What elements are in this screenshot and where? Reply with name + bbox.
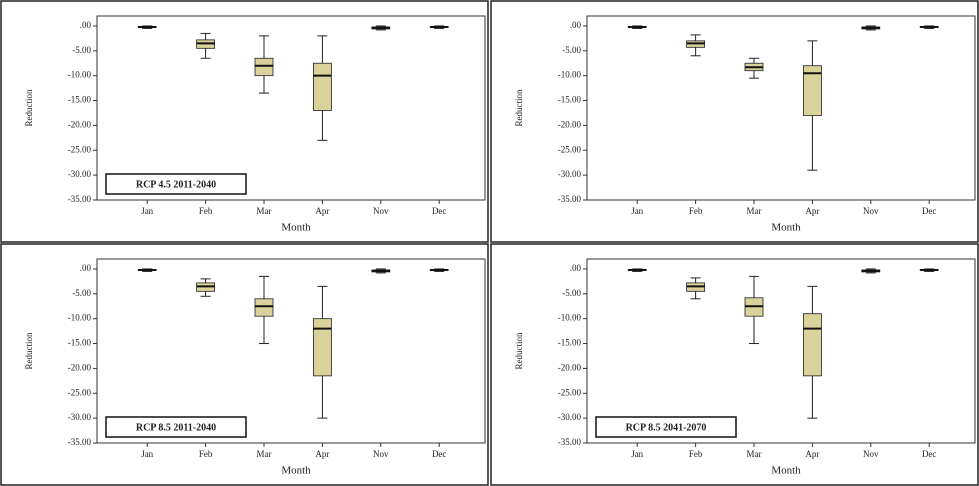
x-tick-label: Jan (631, 206, 643, 216)
x-tick-label: Jan (141, 206, 153, 216)
y-tick-label: -5.00 (562, 45, 581, 55)
box (254, 57, 274, 77)
y-tick-label: .00 (570, 263, 582, 273)
x-tick-label: Feb (689, 449, 703, 459)
plot-frame (96, 258, 486, 444)
y-tick-label: -5.00 (72, 45, 91, 55)
x-axis-label: Month (771, 222, 801, 234)
y-tick-label: -15.00 (68, 338, 92, 348)
x-tick-label: Apr (805, 206, 819, 216)
x-tick-label: Nov (373, 449, 389, 459)
panel: .00 -5.00 -10.00 -15.00 -20.00 -25.00 -30.00 -3… (0, 243, 489, 486)
x-tick-label: Nov (373, 206, 389, 216)
x-tick-label: Apr (805, 449, 819, 459)
y-tick-label: -30.00 (68, 169, 92, 179)
y-tick-label: -10.00 (68, 313, 92, 323)
x-tick-label: Feb (199, 449, 213, 459)
x-tick-label: Feb (199, 206, 213, 216)
x-tick-label: Feb (689, 206, 703, 216)
panel: .00 -5.00 -10.00 -15.00 -20.00 -25.00 -30.00 -3… (0, 0, 489, 243)
y-tick-label: -20.00 (558, 119, 582, 129)
y-tick-label: -25.00 (558, 144, 582, 154)
x-axis-label: Month (771, 465, 801, 477)
annotation-box (105, 173, 247, 195)
x-tick-label: Dec (922, 206, 937, 216)
y-axis-label: Reduction (514, 89, 524, 126)
y-tick-label: -10.00 (558, 313, 582, 323)
y-tick-label: .00 (80, 20, 92, 30)
y-axis-label: Reduction (24, 332, 34, 369)
panel-border (0, 0, 489, 243)
y-tick-label: -35.00 (558, 437, 582, 447)
y-tick-label: -20.00 (558, 362, 582, 372)
panel-border (490, 243, 979, 486)
y-tick-label: -30.00 (558, 412, 582, 422)
y-tick-label: -20.00 (68, 119, 92, 129)
y-tick-label: -15.00 (558, 95, 582, 105)
box (312, 62, 332, 111)
x-tick-label: Mar (747, 449, 762, 459)
annotation-box (595, 416, 737, 438)
x-tick-label: Apr (315, 449, 329, 459)
y-tick-label: -5.00 (72, 288, 91, 298)
x-tick-label: Dec (922, 449, 937, 459)
y-axis-label: Reduction (24, 89, 34, 126)
x-tick-label: Nov (863, 206, 879, 216)
x-tick-label: Mar (747, 206, 762, 216)
plot-frame (586, 15, 976, 201)
x-tick-label: Mar (257, 449, 272, 459)
y-tick-label: -25.00 (558, 387, 582, 397)
x-tick-label: Jan (631, 449, 643, 459)
panel: .00 -5.00 -10.00 -15.00 -20.00 -25.00 -30.00 -3… (490, 0, 979, 243)
y-tick-label: .00 (80, 263, 92, 273)
y-tick-label: -15.00 (68, 95, 92, 105)
annotation-box (105, 416, 247, 438)
y-tick-label: -30.00 (68, 412, 92, 422)
y-tick-label: -35.00 (68, 437, 92, 447)
y-tick-label: -5.00 (562, 288, 581, 298)
y-tick-label: -30.00 (558, 169, 582, 179)
y-tick-label: -25.00 (68, 144, 92, 154)
panel-border (0, 243, 489, 486)
x-axis-label: Month (281, 465, 311, 477)
x-tick-label: Mar (257, 206, 272, 216)
y-tick-label: -15.00 (558, 338, 582, 348)
x-tick-label: Dec (432, 206, 447, 216)
x-tick-label: Dec (432, 449, 447, 459)
y-tick-label: -35.00 (68, 194, 92, 204)
box (254, 298, 274, 317)
annotation: RCP 8.5 2041-2070 (626, 422, 707, 433)
plot-frame (586, 258, 976, 444)
y-axis-label: Reduction (514, 332, 524, 369)
x-tick-label: Nov (863, 449, 879, 459)
box (312, 318, 332, 377)
y-tick-label: -25.00 (68, 387, 92, 397)
annotation: RCP 4.5 2011-2040 (136, 179, 216, 190)
y-tick-label: -10.00 (68, 70, 92, 80)
y-tick-label: -35.00 (558, 194, 582, 204)
box (802, 65, 822, 116)
panel-border (490, 0, 979, 243)
x-axis-label: Month (281, 222, 311, 234)
box (802, 313, 822, 377)
x-tick-label: Apr (315, 206, 329, 216)
annotation: RCP 8.5 2011-2040 (136, 422, 216, 433)
y-tick-label: -10.00 (558, 70, 582, 80)
panel: .00 -5.00 -10.00 -15.00 -20.00 -25.00 -30.00 -3… (490, 243, 979, 486)
plot-frame (96, 15, 486, 201)
x-tick-label: Jan (141, 449, 153, 459)
y-tick-label: -20.00 (68, 362, 92, 372)
y-tick-label: .00 (570, 20, 582, 30)
